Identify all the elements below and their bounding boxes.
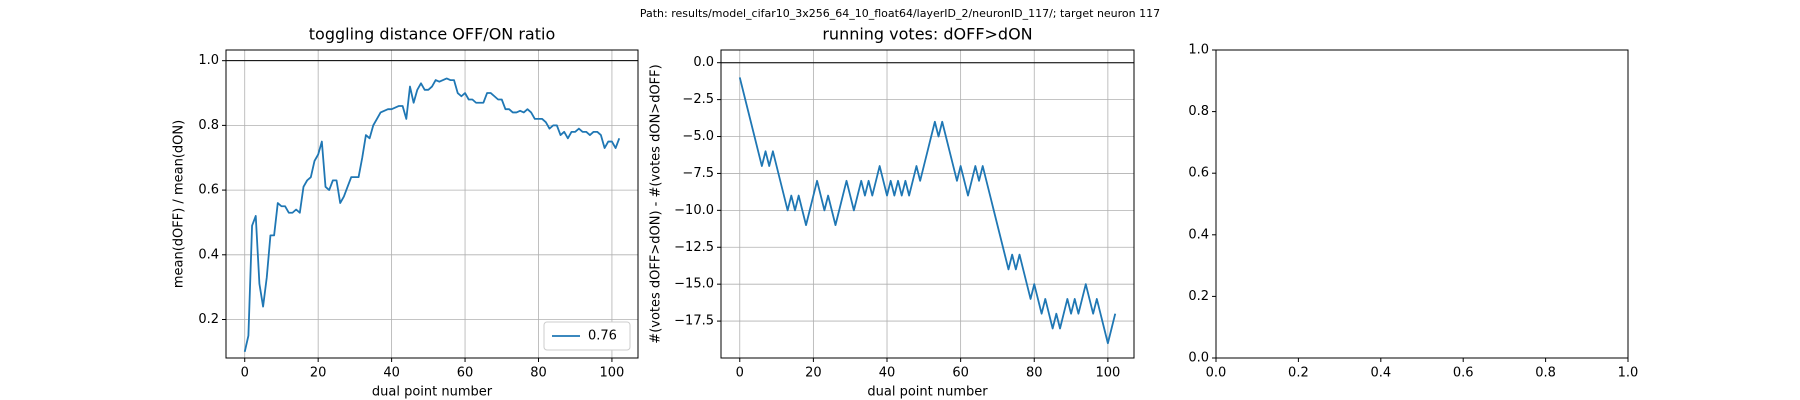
y-tick-label: 0.8 (1188, 104, 1209, 119)
x-tick-label: 0 (736, 366, 744, 381)
x-tick-label: 100 (1095, 366, 1120, 381)
x-tick-label: 0 (241, 366, 249, 381)
y-tick-label: 0.2 (198, 312, 219, 327)
y-tick-label: 0.6 (198, 183, 219, 198)
x-tick-label: 0.0 (1206, 366, 1227, 381)
y-axis-label: #(votes dOFF>dON) - #(votes dON>dOFF) (649, 64, 664, 343)
data-line (738, 77, 1117, 345)
x-tick-label: 20 (805, 366, 822, 381)
x-tick-label: 60 (457, 366, 474, 381)
legend-box (543, 321, 631, 351)
x-axis-label: dual point number (867, 385, 988, 400)
y-tick-label: 0.6 (1188, 166, 1209, 181)
y-tick-label: −7.5 (682, 166, 714, 181)
suptitle: Path: results/model_cifar10_3x256_64_10_… (640, 7, 1160, 20)
chart-title: running votes: dOFF>dON (822, 25, 1032, 44)
y-tick-label: 0.4 (198, 247, 219, 262)
x-tick-label: 40 (383, 366, 400, 381)
x-tick-label: 0.2 (1288, 366, 1309, 381)
y-tick-label: −12.5 (674, 240, 714, 255)
x-tick-label: 0.8 (1535, 366, 1556, 381)
x-tick-label: 60 (952, 366, 969, 381)
data-line (243, 77, 621, 353)
chart-title: toggling distance OFF/ON ratio (309, 25, 555, 44)
x-tick-label: 80 (1026, 366, 1043, 381)
y-tick-label: 0.0 (693, 55, 714, 70)
x-tick-label: 1.0 (1618, 366, 1639, 381)
y-tick-label: 1.0 (1188, 43, 1209, 58)
axes-frame (720, 49, 1135, 359)
axes-frame (1215, 49, 1629, 359)
y-tick-label: −15.0 (674, 277, 714, 292)
x-tick-label: 40 (879, 366, 896, 381)
y-tick-label: 1.0 (198, 53, 219, 68)
y-tick-label: −2.5 (682, 92, 714, 107)
legend-label: 0.76 (588, 329, 617, 344)
y-tick-label: −5.0 (682, 129, 714, 144)
x-tick-label: 0.4 (1370, 366, 1391, 381)
y-tick-label: 0.8 (198, 118, 219, 133)
y-tick-label: 0.2 (1188, 289, 1209, 304)
y-tick-label: 0.4 (1188, 227, 1209, 242)
y-axis-label: mean(dOFF) / mean(dON) (172, 120, 187, 288)
x-axis-label: dual point number (372, 385, 493, 400)
x-tick-label: 20 (310, 366, 327, 381)
y-tick-label: −17.5 (674, 314, 714, 329)
y-tick-label: 0.0 (1188, 351, 1209, 366)
x-tick-label: 100 (600, 366, 625, 381)
x-tick-label: 80 (530, 366, 547, 381)
x-tick-label: 0.6 (1453, 366, 1474, 381)
y-tick-label: −10.0 (674, 203, 714, 218)
axes-frame (225, 49, 639, 359)
